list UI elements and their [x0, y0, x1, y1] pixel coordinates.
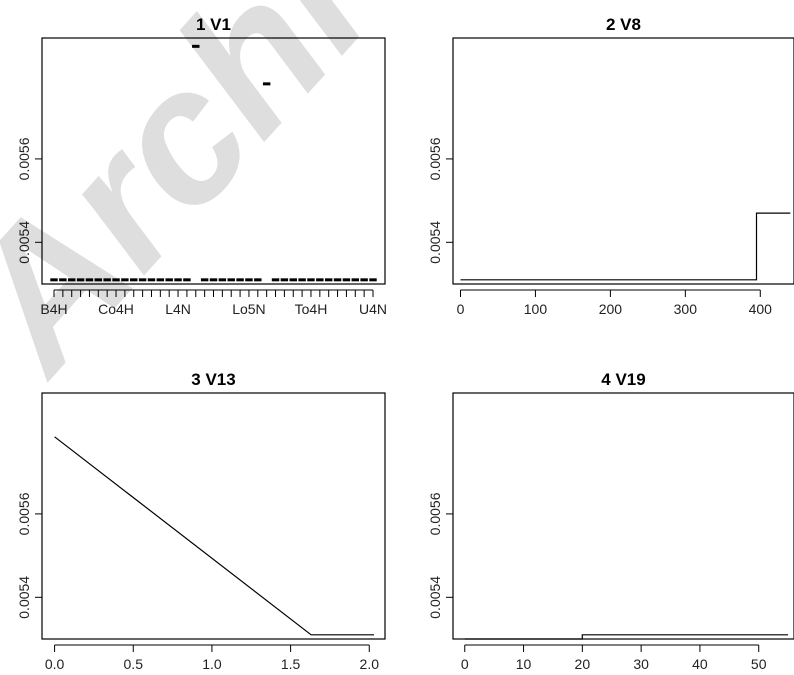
x-tick-label: U4N	[359, 301, 387, 317]
y-tick-label: 0.0056	[16, 492, 32, 535]
plot-frame	[452, 392, 794, 640]
plot-frame	[41, 392, 386, 640]
panel-title: 2 V8	[606, 15, 641, 34]
y-tick-label: 0.0056	[427, 137, 443, 180]
y-tick-label: 0.0054	[16, 576, 32, 619]
y-tick-label: 0.0056	[427, 492, 443, 535]
x-tick-label: 100	[524, 301, 548, 317]
x-tick-label: 1.0	[202, 656, 222, 672]
x-tick-label: 40	[692, 656, 708, 672]
y-tick-label: 0.0056	[16, 137, 32, 180]
panel-title: 3 V13	[191, 370, 235, 389]
x-tick-label: 0	[461, 656, 469, 672]
watermark-text: Archive	[0, 0, 547, 410]
x-tick-label: 0.5	[124, 656, 144, 672]
panel-2: 2 V8 0.0054 0.0056 0 100 200 300 400	[427, 15, 794, 317]
panel-1: 1 V1 0.0054 0.0056 B4H Co4H L4N Lo5N To4H U4N	[16, 15, 387, 317]
y-tick-label: 0.0054	[427, 221, 443, 264]
x-tick-label: 300	[674, 301, 698, 317]
panel-title: 1 V1	[196, 15, 231, 34]
y-tick-label: 0.0054	[427, 576, 443, 619]
y-tick-label: 0.0054	[16, 221, 32, 264]
x-tick-label: L4N	[165, 301, 191, 317]
x-tick-label: To4H	[295, 301, 328, 317]
x-tick-label: 1.5	[281, 656, 301, 672]
plot-frame	[452, 37, 794, 285]
panel-4: 4 V19 0.0054 0.0056 0 10 20 30 40 50	[427, 370, 794, 672]
x-tick-label: Lo5N	[232, 301, 265, 317]
panel-title: 4 V19	[601, 370, 645, 389]
x-tick-label: 2.0	[360, 656, 380, 672]
x-tick-label: 200	[599, 301, 623, 317]
x-tick-label: 10	[516, 656, 532, 672]
plot-frame	[41, 37, 386, 285]
series-line	[460, 212, 791, 281]
x-tick-label: 0	[457, 301, 465, 317]
x-tick-label: B4H	[40, 301, 67, 317]
x-tick-label: Co4H	[98, 301, 134, 317]
series-line	[54, 436, 374, 636]
series-line	[464, 634, 789, 640]
x-tick-label: 50	[751, 656, 767, 672]
x-tick-label: 30	[633, 656, 649, 672]
x-tick-label: 20	[575, 656, 591, 672]
x-tick-label: 0.0	[45, 656, 65, 672]
x-tick-label: 400	[749, 301, 773, 317]
panel-3: 3 V13 0.0054 0.0056 0.0 0.5 1.0 1.5 2.0	[16, 370, 386, 672]
